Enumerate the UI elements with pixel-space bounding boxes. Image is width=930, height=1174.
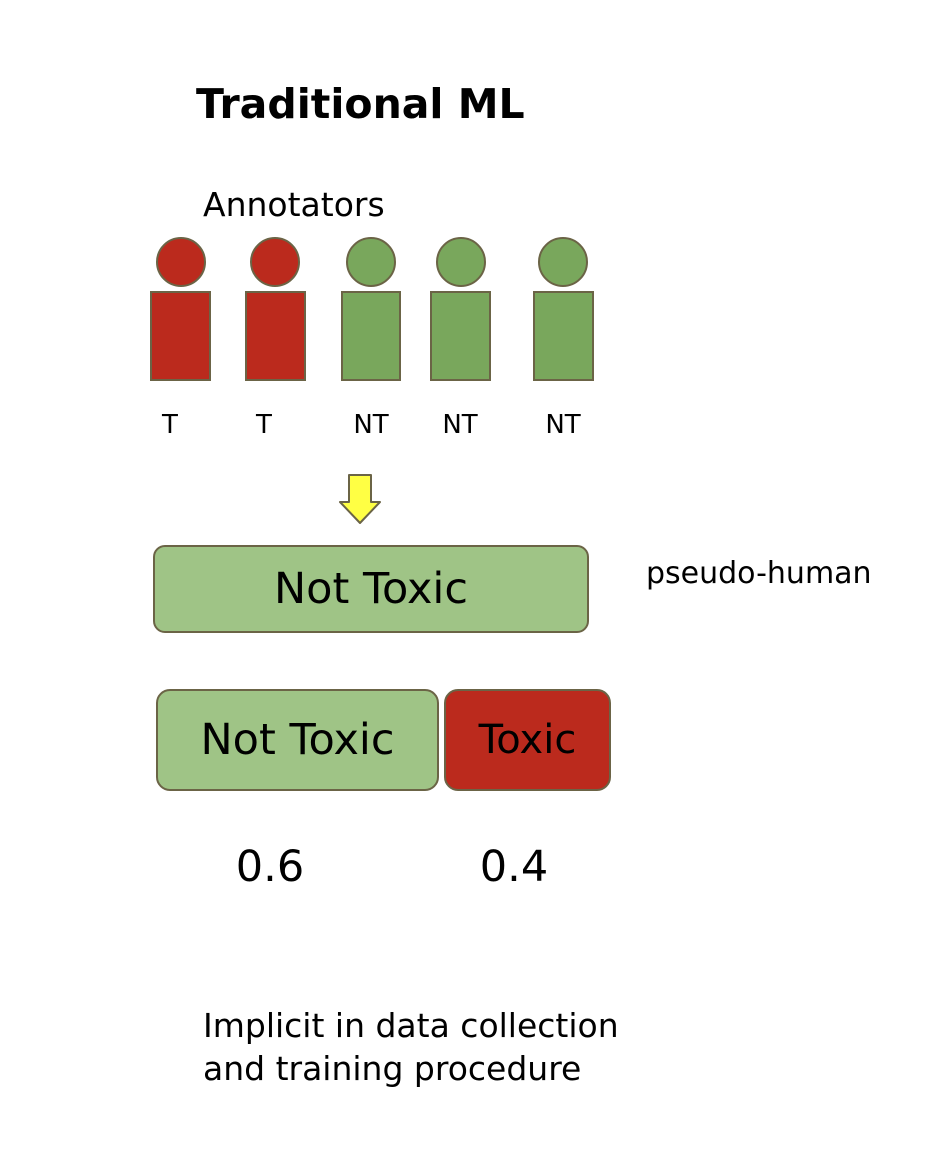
annotator-figure-1 [150, 237, 211, 381]
not-toxic-distribution-box: Not Toxic [156, 689, 439, 791]
toxic-distribution-label: Toxic [478, 717, 577, 763]
footnote: Implicit in data collection and training… [203, 1004, 619, 1090]
footnote-line-2: and training procedure [203, 1049, 582, 1088]
annotator-body-3 [341, 291, 401, 381]
vote-label-3: NT [353, 410, 389, 440]
annotator-head-3 [346, 237, 396, 287]
aggregate-label-text: Not Toxic [274, 564, 468, 614]
annotator-figure-4 [430, 237, 491, 381]
annotator-head-4 [436, 237, 486, 287]
annotators-label: Annotators [203, 185, 385, 224]
toxic-distribution-box: Toxic [444, 689, 611, 791]
footnote-line-1: Implicit in data collection [203, 1006, 619, 1045]
diagram-title: Traditional ML [196, 80, 525, 128]
annotator-figure-3 [341, 237, 401, 381]
down-arrow-icon [339, 474, 381, 524]
aggregate-label-box: Not Toxic [153, 545, 589, 633]
not-toxic-distribution-label: Not Toxic [200, 715, 395, 765]
annotator-head-2 [250, 237, 300, 287]
vote-label-1: T [162, 410, 178, 440]
annotator-figure-5 [533, 237, 594, 381]
toxic-probability: 0.4 [479, 842, 549, 892]
vote-label-2: T [256, 410, 272, 440]
annotator-figure-2 [245, 237, 306, 381]
vote-label-5: NT [545, 410, 581, 440]
pseudo-human-label: pseudo-human [646, 556, 872, 591]
annotator-body-4 [430, 291, 491, 381]
not-toxic-probability: 0.6 [235, 842, 305, 892]
vote-label-4: NT [442, 410, 478, 440]
annotator-head-1 [156, 237, 206, 287]
annotator-head-5 [538, 237, 588, 287]
annotator-body-5 [533, 291, 594, 381]
annotator-body-1 [150, 291, 211, 381]
annotator-body-2 [245, 291, 306, 381]
